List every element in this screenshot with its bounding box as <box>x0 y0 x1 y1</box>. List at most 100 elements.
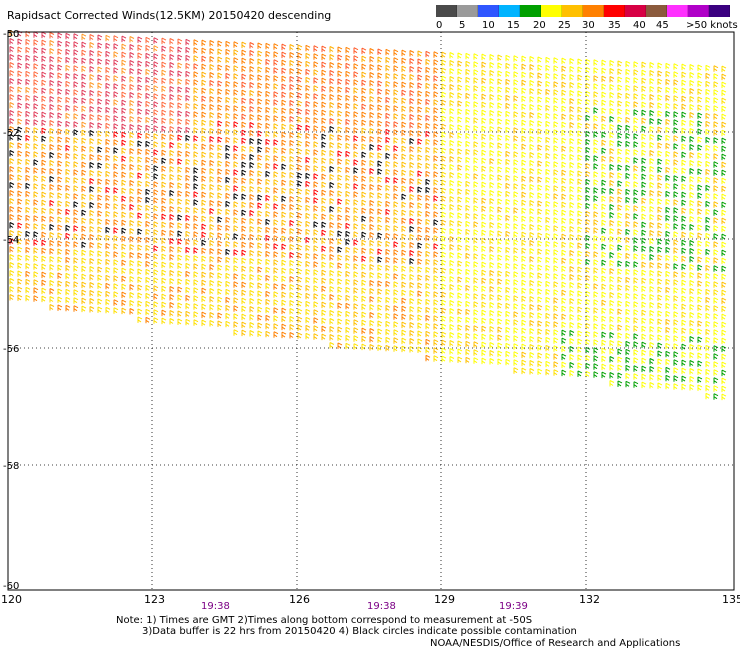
wind-barb <box>393 209 399 216</box>
wind-barb <box>529 248 535 255</box>
wind-barb <box>689 352 695 359</box>
wind-barb <box>193 119 199 126</box>
wind-barb <box>361 127 367 135</box>
wind-barb <box>345 62 351 70</box>
wind-barb <box>505 222 511 230</box>
wind-barb <box>585 306 591 314</box>
wind-barb <box>17 134 23 141</box>
wind-barb <box>489 102 495 109</box>
wind-barb <box>313 325 319 332</box>
wind-barb <box>625 364 631 372</box>
legend-swatch <box>709 5 730 17</box>
wind-barb <box>457 348 463 355</box>
wind-barb <box>49 232 55 239</box>
wind-barb <box>681 79 687 87</box>
wind-barb <box>17 174 23 181</box>
wind-barb <box>425 194 431 202</box>
wind-barb <box>417 98 423 105</box>
wind-barb <box>569 82 575 89</box>
wind-barb <box>289 236 295 243</box>
wind-barb <box>353 207 359 214</box>
wind-barb <box>161 133 167 141</box>
wind-barb <box>561 313 567 321</box>
wind-barb <box>705 216 711 224</box>
wind-barb <box>217 96 223 103</box>
wind-barb <box>97 266 103 273</box>
wind-barb <box>185 294 191 302</box>
wind-barb <box>513 239 519 246</box>
wind-barb <box>569 338 575 345</box>
wind-barb <box>713 297 719 304</box>
wind-barb <box>225 192 231 200</box>
wind-barb <box>89 298 95 305</box>
wind-barb <box>9 270 15 277</box>
wind-barb <box>225 96 231 104</box>
wind-barb <box>721 281 727 289</box>
wind-barb <box>545 320 551 328</box>
wind-barb <box>265 186 271 194</box>
wind-barb <box>169 38 175 45</box>
wind-barb <box>633 101 639 108</box>
wind-barb <box>73 73 79 80</box>
wind-barb <box>641 85 647 93</box>
wind-barb <box>241 321 247 329</box>
wind-barb <box>585 314 591 322</box>
wind-barb <box>369 232 375 239</box>
wind-barb <box>297 148 303 155</box>
wind-barb <box>33 295 39 302</box>
wind-barb <box>641 349 647 357</box>
wind-barb <box>417 58 423 65</box>
wind-barb <box>425 322 431 330</box>
wind-barb <box>97 122 103 129</box>
wind-barb <box>329 246 335 253</box>
wind-barb <box>657 254 663 261</box>
wind-barb <box>281 99 287 107</box>
lon-label-132: 132 <box>579 593 600 606</box>
wind-barb <box>369 256 375 263</box>
wind-barb <box>385 176 391 184</box>
wind-barb <box>697 288 703 295</box>
wind-barb <box>313 181 319 188</box>
wind-barb <box>201 103 207 111</box>
wind-barb <box>369 328 375 335</box>
wind-barb <box>465 116 471 124</box>
wind-barb <box>121 91 127 99</box>
wind-barb <box>545 272 551 280</box>
wind-barb <box>713 321 719 328</box>
wind-barb <box>273 179 279 186</box>
wind-barb <box>681 327 687 335</box>
wind-barb <box>385 312 391 320</box>
wind-barb <box>345 182 351 190</box>
wind-barb <box>249 234 255 241</box>
wind-barb <box>145 84 151 92</box>
wind-barb <box>185 86 191 94</box>
wind-barb <box>113 35 119 42</box>
wind-barb <box>81 193 87 201</box>
wind-barb <box>721 345 727 353</box>
wind-barb <box>233 177 239 184</box>
wind-barb <box>57 280 63 287</box>
wind-barb <box>225 256 231 264</box>
wind-barb <box>681 135 687 143</box>
wind-barb <box>441 51 447 59</box>
wind-barb <box>593 235 599 242</box>
wind-barb <box>153 317 159 324</box>
wind-barb <box>721 313 727 321</box>
wind-barb <box>353 263 359 270</box>
wind-barb <box>617 252 623 259</box>
wind-barb <box>705 176 711 184</box>
wind-barb <box>209 176 215 183</box>
wind-barb <box>297 156 303 163</box>
wind-barb <box>241 169 247 177</box>
wind-barb <box>161 181 167 189</box>
wind-barb <box>665 294 671 302</box>
wind-barb <box>689 360 695 367</box>
wind-barb <box>401 201 407 209</box>
wind-barb <box>361 287 367 295</box>
wind-barb <box>289 156 295 163</box>
wind-barb <box>601 283 607 291</box>
wind-barb <box>233 41 239 48</box>
wind-barb <box>273 147 279 154</box>
wind-barb <box>713 65 719 72</box>
wind-barb <box>161 77 167 85</box>
